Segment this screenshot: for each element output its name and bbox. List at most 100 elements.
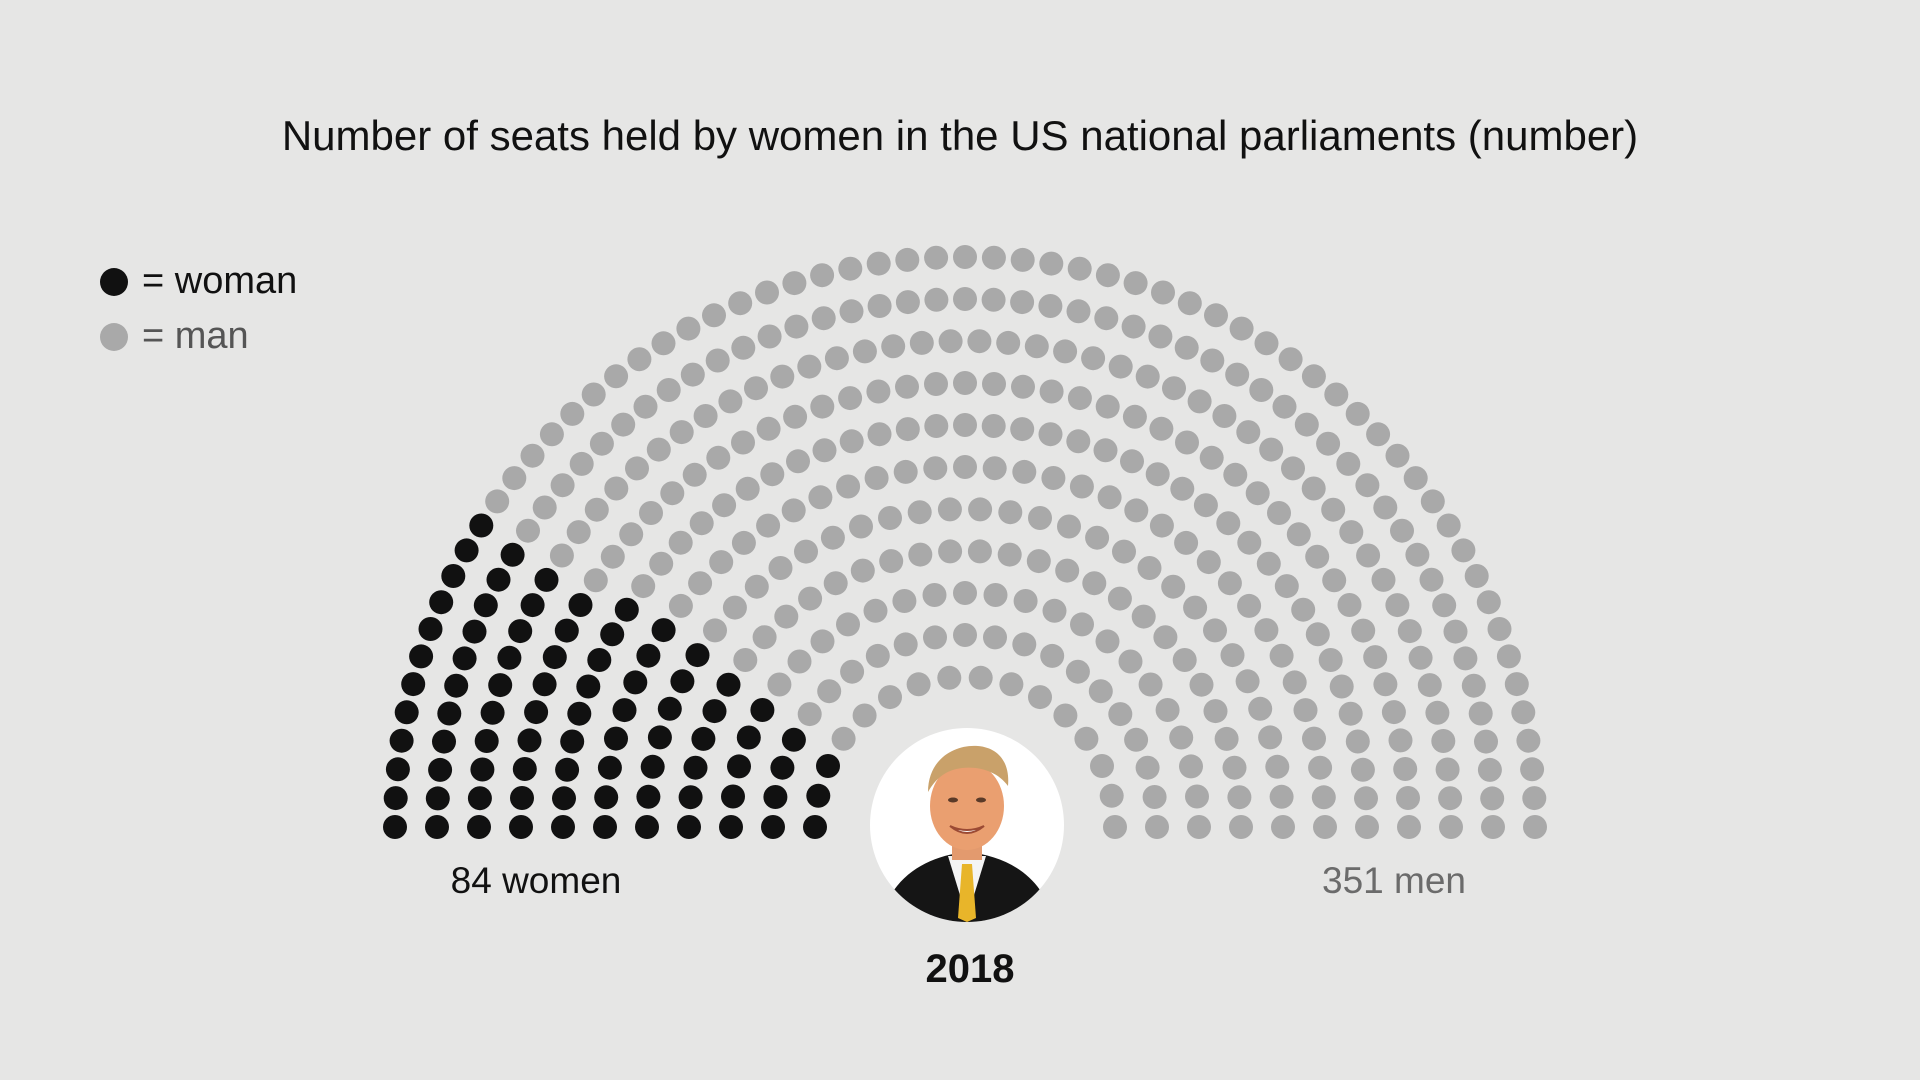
seat-man	[850, 558, 875, 583]
seat-man	[1468, 701, 1493, 726]
seat-man	[982, 456, 1007, 481]
seat-man	[924, 414, 949, 438]
seat-man	[838, 256, 863, 281]
seat-man	[1477, 757, 1502, 782]
seat-man	[1010, 290, 1035, 315]
seat-man	[983, 583, 1008, 607]
seat-man	[728, 291, 753, 316]
seat-man	[569, 451, 594, 476]
seat-man	[1162, 376, 1186, 401]
seat-man	[867, 294, 892, 318]
seat-man	[703, 618, 727, 643]
seat-man	[1438, 786, 1463, 811]
seat-woman	[517, 728, 542, 753]
seat-man	[1177, 291, 1202, 316]
seat-man	[693, 404, 718, 428]
seat-man	[878, 506, 902, 530]
seat-man	[782, 271, 807, 296]
seat-woman	[510, 786, 534, 810]
seat-woman	[428, 757, 453, 782]
seat-man	[768, 556, 793, 580]
seat-man	[1311, 785, 1336, 810]
seat-man	[1223, 462, 1248, 487]
seat-woman	[719, 815, 743, 839]
seat-man	[1193, 493, 1218, 518]
seat-man	[1088, 679, 1113, 704]
seat-man	[1336, 451, 1361, 476]
seat-man	[937, 665, 962, 690]
seat-man	[982, 372, 1006, 396]
seat-woman	[512, 757, 537, 781]
seat-man	[1012, 459, 1037, 484]
seat-woman	[593, 815, 617, 839]
seat-man	[516, 518, 540, 543]
seat-woman	[691, 726, 716, 751]
seat-woman	[594, 785, 619, 810]
seat-man	[1397, 619, 1422, 644]
seat-man	[1149, 513, 1174, 538]
seat-man	[1065, 659, 1090, 684]
seat-man	[550, 473, 575, 498]
seat-man	[706, 445, 731, 470]
seat-man	[1451, 538, 1476, 563]
seat-man	[1085, 525, 1110, 550]
seat-man	[810, 263, 835, 288]
seat-woman	[385, 757, 410, 782]
seat-man	[1403, 466, 1428, 491]
seat-man	[1161, 574, 1186, 599]
seat-woman	[736, 725, 761, 750]
seat-man	[1267, 501, 1291, 525]
seat-woman	[532, 672, 557, 697]
legend-woman: = woman	[100, 260, 297, 303]
seat-man	[1511, 700, 1536, 725]
seat-woman	[568, 593, 593, 617]
seat-man	[566, 520, 591, 545]
seat-man	[1337, 593, 1362, 617]
seat-man	[1282, 670, 1307, 695]
seat-man	[1097, 485, 1122, 510]
seat-man	[744, 376, 768, 401]
seat-man	[1291, 597, 1316, 622]
seat-man	[631, 574, 656, 599]
seat-man	[633, 394, 658, 419]
seat-man	[852, 703, 877, 728]
seat-man	[539, 422, 564, 447]
seat-man	[937, 497, 962, 522]
seat-man	[656, 378, 681, 402]
seat-man	[1355, 473, 1380, 498]
seat-man	[1345, 401, 1370, 426]
seat-man	[1189, 672, 1214, 697]
seat-man	[924, 372, 948, 396]
seat-man	[1480, 786, 1505, 811]
seat-woman	[567, 701, 592, 726]
seat-man	[1095, 629, 1120, 654]
seat-man	[1381, 700, 1406, 725]
seat-man	[669, 420, 694, 445]
seat-woman	[770, 755, 795, 780]
seat-man	[639, 501, 663, 525]
seat-man	[1254, 618, 1279, 643]
seat-man	[1095, 263, 1120, 288]
men-count-label: 351 men	[1322, 860, 1466, 901]
seat-man	[1179, 754, 1203, 779]
seat-man	[1074, 726, 1099, 751]
seat-man	[1453, 646, 1478, 671]
seat-woman	[552, 786, 576, 811]
seat-man	[824, 346, 849, 371]
seat-man	[756, 416, 781, 441]
seat-woman	[657, 696, 682, 721]
seat-man	[953, 371, 977, 395]
seat-man	[1436, 513, 1461, 538]
seat-man	[1028, 506, 1052, 530]
seat-man	[1420, 489, 1445, 514]
seat-man	[688, 571, 713, 596]
seat-man	[879, 549, 904, 574]
seat-man	[1439, 815, 1463, 839]
seat-man	[1431, 729, 1456, 753]
seat-woman	[418, 617, 443, 641]
seat-man	[1356, 543, 1381, 568]
seat-man	[1055, 558, 1080, 583]
seat-woman	[389, 728, 414, 753]
seat-man	[1408, 645, 1433, 670]
seat-woman	[500, 542, 525, 567]
